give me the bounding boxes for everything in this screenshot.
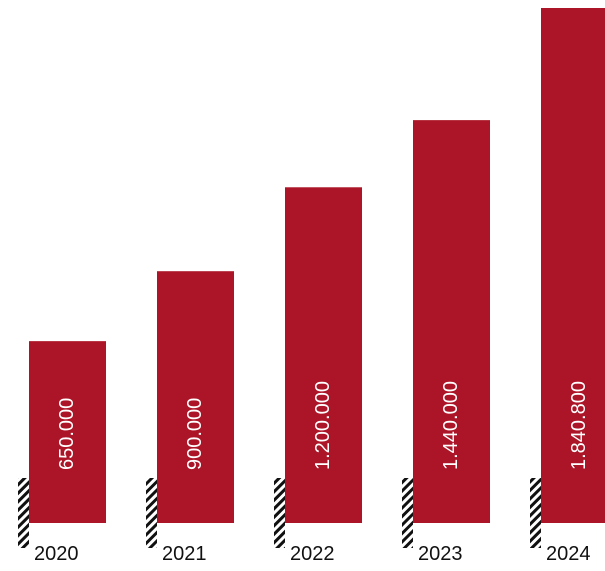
value-label: 1.440.000 (440, 381, 462, 470)
bar-group: 1.440.000 2023 (402, 120, 490, 565)
category-label: 2024 (546, 543, 591, 565)
bar (413, 120, 490, 523)
bar-group: 900.000 2021 (146, 271, 234, 565)
bar-group: 1.200.000 2022 (274, 187, 362, 565)
hatch-marker (530, 478, 541, 548)
bar (285, 187, 362, 523)
hatch-marker (146, 478, 157, 548)
bar-group: 650.000 2020 (18, 341, 106, 565)
bar (29, 341, 106, 523)
hatch-marker (402, 478, 413, 548)
hatch-marker (274, 478, 285, 548)
value-label: 1.840.800 (568, 381, 590, 470)
category-label: 2020 (34, 543, 79, 565)
category-label: 2022 (290, 543, 335, 565)
category-label: 2021 (162, 543, 207, 565)
value-label: 650.000 (56, 398, 78, 470)
hatch-marker (18, 478, 29, 548)
value-label: 900.000 (184, 398, 206, 470)
category-label: 2023 (418, 543, 463, 565)
bars-layer: 650.000 2020 900.000 2021 1.200.000 2022 1.440… (18, 8, 605, 565)
bar (157, 271, 234, 523)
bar-group: 1.840.800 2024 (530, 8, 605, 565)
bar (541, 8, 605, 523)
value-label: 1.200.000 (312, 381, 334, 470)
